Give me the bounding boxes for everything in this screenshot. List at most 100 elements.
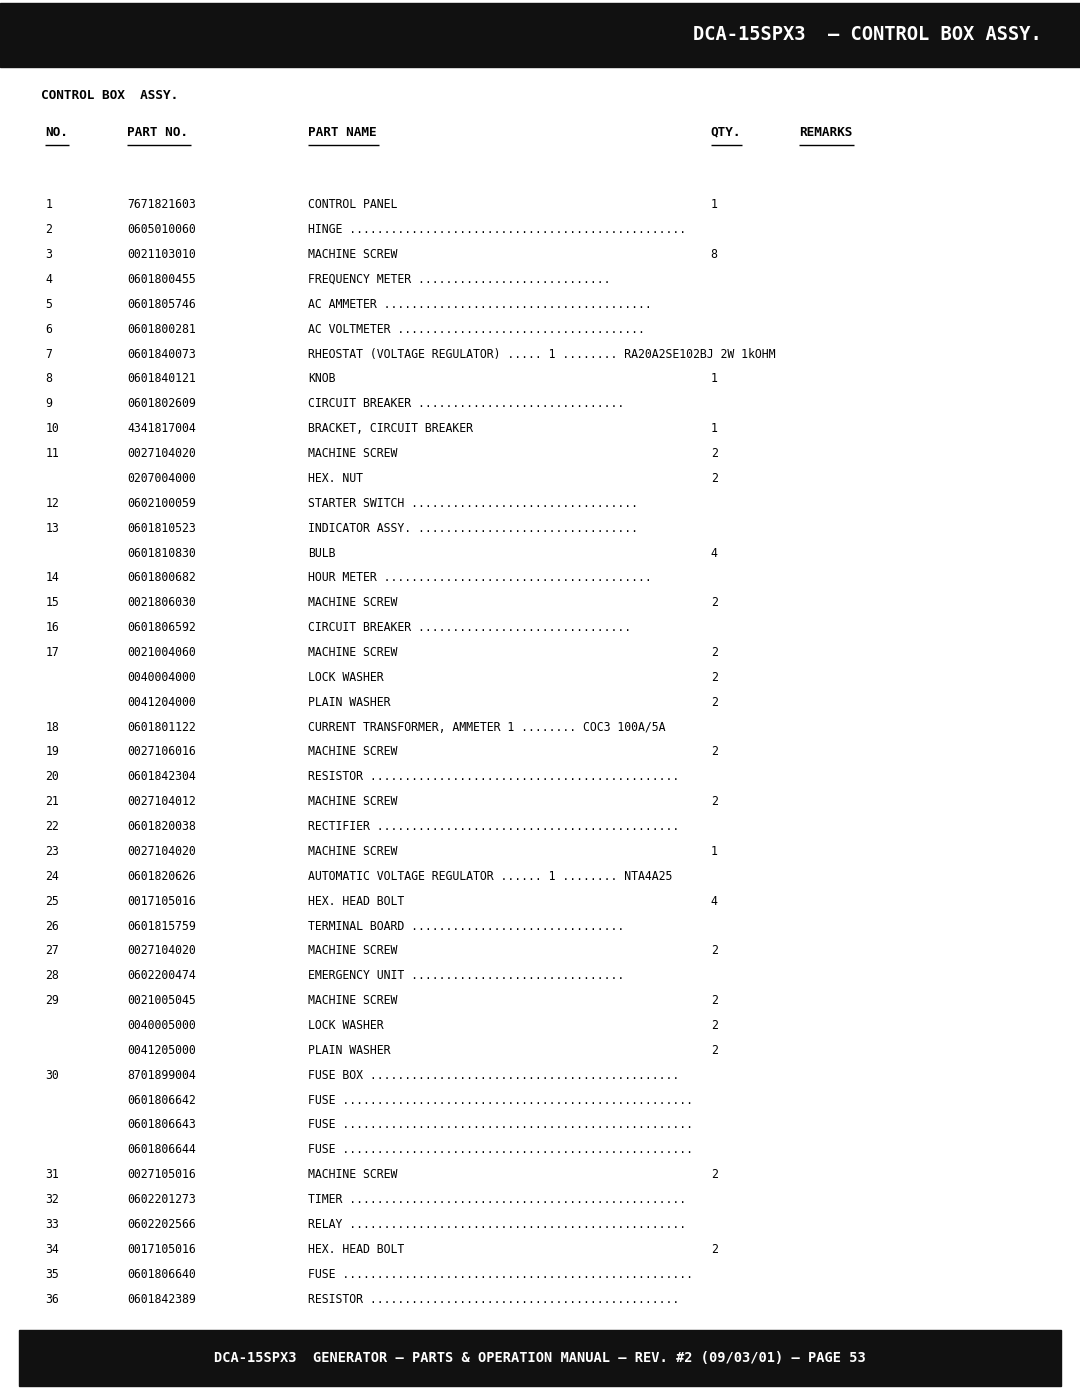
Text: 7: 7 <box>45 348 52 360</box>
Text: 0027104020: 0027104020 <box>127 447 197 460</box>
Text: 18: 18 <box>45 721 59 733</box>
Text: 9: 9 <box>45 397 52 411</box>
Text: 2: 2 <box>711 447 717 460</box>
Text: AC VOLTMETER ....................................: AC VOLTMETER ...........................… <box>308 323 645 335</box>
Text: 0601806640: 0601806640 <box>127 1267 197 1281</box>
Text: 0605010060: 0605010060 <box>127 224 197 236</box>
Text: HINGE .................................................: HINGE ..................................… <box>308 224 686 236</box>
Text: 16: 16 <box>45 622 59 634</box>
Text: 0601840073: 0601840073 <box>127 348 197 360</box>
Text: DCA-15SPX3  — CONTROL BOX ASSY.: DCA-15SPX3 — CONTROL BOX ASSY. <box>693 25 1042 45</box>
Text: RHEOSTAT (VOLTAGE REGULATOR) ..... 1 ........ RA20A2SE102BJ 2W 1kOHM: RHEOSTAT (VOLTAGE REGULATOR) ..... 1 ...… <box>308 348 775 360</box>
Text: 0021103010: 0021103010 <box>127 249 197 261</box>
Text: 0041204000: 0041204000 <box>127 696 197 708</box>
Text: 24: 24 <box>45 870 59 883</box>
Text: 4: 4 <box>711 894 717 908</box>
Text: PLAIN WASHER: PLAIN WASHER <box>308 1044 390 1058</box>
Text: 8: 8 <box>711 249 717 261</box>
Text: 0601820626: 0601820626 <box>127 870 197 883</box>
Text: PART NAME: PART NAME <box>308 126 377 138</box>
Text: 0601842389: 0601842389 <box>127 1292 197 1306</box>
Text: 0601800682: 0601800682 <box>127 571 197 584</box>
Text: MACHINE SCREW: MACHINE SCREW <box>308 746 397 759</box>
Text: 0017105016: 0017105016 <box>127 894 197 908</box>
Text: 0601806644: 0601806644 <box>127 1143 197 1157</box>
Text: 19: 19 <box>45 746 59 759</box>
Text: 8: 8 <box>45 373 52 386</box>
Text: NO.: NO. <box>45 126 68 138</box>
Text: FUSE ...................................................: FUSE ...................................… <box>308 1143 692 1157</box>
Text: 0017105016: 0017105016 <box>127 1243 197 1256</box>
Text: 1: 1 <box>711 845 717 858</box>
Text: 0027106016: 0027106016 <box>127 746 197 759</box>
Text: 2: 2 <box>711 944 717 957</box>
Text: 0021806030: 0021806030 <box>127 597 197 609</box>
Text: 2: 2 <box>711 696 717 708</box>
Text: CIRCUIT BREAKER ..............................: CIRCUIT BREAKER ........................… <box>308 397 624 411</box>
Text: 0027104020: 0027104020 <box>127 845 197 858</box>
Text: 25: 25 <box>45 894 59 908</box>
Text: RESISTOR .............................................: RESISTOR ...............................… <box>308 1292 679 1306</box>
Text: 0601840121: 0601840121 <box>127 373 197 386</box>
Text: 10: 10 <box>45 422 59 436</box>
Text: HEX. HEAD BOLT: HEX. HEAD BOLT <box>308 1243 404 1256</box>
Text: RELAY .................................................: RELAY ..................................… <box>308 1218 686 1231</box>
Text: 36: 36 <box>45 1292 59 1306</box>
Text: 0601810830: 0601810830 <box>127 546 197 560</box>
Text: FREQUENCY METER ............................: FREQUENCY METER ........................… <box>308 272 610 286</box>
Text: LOCK WASHER: LOCK WASHER <box>308 671 383 685</box>
Text: MACHINE SCREW: MACHINE SCREW <box>308 447 397 460</box>
Text: 7671821603: 7671821603 <box>127 198 197 211</box>
Text: 0601806643: 0601806643 <box>127 1119 197 1132</box>
Text: 1: 1 <box>711 373 717 386</box>
Text: 22: 22 <box>45 820 59 833</box>
Text: 2: 2 <box>711 597 717 609</box>
Text: 2: 2 <box>711 1044 717 1058</box>
Text: 0602201273: 0602201273 <box>127 1193 197 1206</box>
Text: 4: 4 <box>711 546 717 560</box>
Text: 5: 5 <box>45 298 52 312</box>
Text: 0027105016: 0027105016 <box>127 1168 197 1182</box>
Text: 2: 2 <box>45 224 52 236</box>
Text: 6: 6 <box>45 323 52 335</box>
Text: CIRCUIT BREAKER ...............................: CIRCUIT BREAKER ........................… <box>308 622 631 634</box>
Text: 0601806592: 0601806592 <box>127 622 197 634</box>
Text: 0040004000: 0040004000 <box>127 671 197 685</box>
Text: 0601801122: 0601801122 <box>127 721 197 733</box>
Text: RESISTOR .............................................: RESISTOR ...............................… <box>308 770 679 784</box>
Text: 33: 33 <box>45 1218 59 1231</box>
Text: 26: 26 <box>45 919 59 933</box>
Text: 0602202566: 0602202566 <box>127 1218 197 1231</box>
Text: 2: 2 <box>711 671 717 685</box>
Text: 2: 2 <box>711 746 717 759</box>
Text: 0602100059: 0602100059 <box>127 497 197 510</box>
Text: MACHINE SCREW: MACHINE SCREW <box>308 645 397 659</box>
Text: 4341817004: 4341817004 <box>127 422 197 436</box>
Text: AC AMMETER .......................................: AC AMMETER .............................… <box>308 298 651 312</box>
Text: STARTER SWITCH .................................: STARTER SWITCH .........................… <box>308 497 638 510</box>
Text: MACHINE SCREW: MACHINE SCREW <box>308 249 397 261</box>
Text: QTY.: QTY. <box>711 126 741 138</box>
Text: 2: 2 <box>711 795 717 809</box>
Text: 0601800455: 0601800455 <box>127 272 197 286</box>
Text: TIMER .................................................: TIMER ..................................… <box>308 1193 686 1206</box>
Text: LOCK WASHER: LOCK WASHER <box>308 1018 383 1032</box>
Text: 15: 15 <box>45 597 59 609</box>
Text: 3: 3 <box>45 249 52 261</box>
Text: 0041205000: 0041205000 <box>127 1044 197 1058</box>
Text: 0601815759: 0601815759 <box>127 919 197 933</box>
Text: 1: 1 <box>45 198 52 211</box>
Text: PART NO.: PART NO. <box>127 126 188 138</box>
Text: MACHINE SCREW: MACHINE SCREW <box>308 995 397 1007</box>
Text: 31: 31 <box>45 1168 59 1182</box>
Text: FUSE BOX .............................................: FUSE BOX ...............................… <box>308 1069 679 1081</box>
Text: 32: 32 <box>45 1193 59 1206</box>
Text: 8701899004: 8701899004 <box>127 1069 197 1081</box>
Text: FUSE ...................................................: FUSE ...................................… <box>308 1094 692 1106</box>
Text: HOUR METER .......................................: HOUR METER .............................… <box>308 571 651 584</box>
Text: 12: 12 <box>45 497 59 510</box>
Text: 2: 2 <box>711 472 717 485</box>
Text: 20: 20 <box>45 770 59 784</box>
Text: CONTROL BOX  ASSY.: CONTROL BOX ASSY. <box>41 89 178 102</box>
Text: 11: 11 <box>45 447 59 460</box>
